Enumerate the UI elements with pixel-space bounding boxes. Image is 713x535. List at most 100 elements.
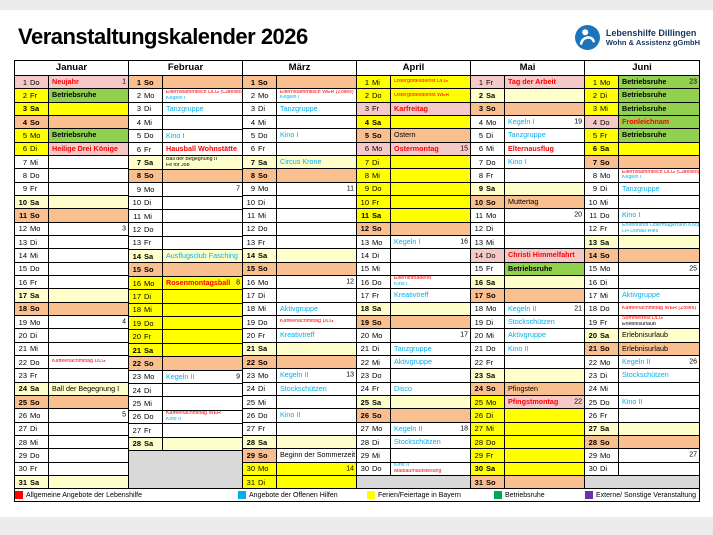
weekday-label: So <box>144 77 154 87</box>
day-content: Fronleichnam <box>618 115 699 129</box>
day-number: 8 <box>592 170 597 180</box>
event-label: Kaffeenachmittag DLG <box>280 319 334 325</box>
weekday-label: Di <box>372 437 380 447</box>
weekday-label: So <box>144 358 154 368</box>
day-number: 24 <box>18 384 27 394</box>
day-number: 1 <box>250 77 255 87</box>
day-row: 2 Sa <box>471 89 584 103</box>
day-row: 20 Di <box>15 329 128 343</box>
day-label: 25 Do <box>585 395 618 409</box>
event-label: Betriebsruhe <box>622 91 667 100</box>
weekday-label: So <box>258 264 268 274</box>
weekday-label: Do <box>144 224 154 234</box>
day-content: Muttertag <box>504 195 584 209</box>
day-row: 28 So <box>585 435 699 450</box>
event-label: Stockschützen <box>280 384 327 393</box>
legend-item: Allgemeine Angebote der Lebenshilfe <box>15 491 238 499</box>
day-content <box>162 76 242 89</box>
weekday-label: Di <box>486 130 494 140</box>
day-label: 29 Mo <box>585 449 618 462</box>
day-number: 14 <box>18 250 27 260</box>
day-content <box>390 302 470 315</box>
day-content <box>276 76 356 89</box>
day-label: 20 Mo <box>357 329 390 342</box>
day-number: 21 <box>588 344 597 354</box>
weekday-label: Sa <box>600 330 610 340</box>
event-label: Betriebsruhe <box>622 104 667 113</box>
day-label: 23 Sa <box>471 369 504 382</box>
day-row: 6 Mi Elternausflug <box>471 142 584 156</box>
event-label: Kino I <box>508 158 527 167</box>
day-number: 8 <box>478 170 483 180</box>
day-content: Ausflugsclub Fasching <box>162 250 242 263</box>
day-label: 5 Do <box>243 129 276 142</box>
day-label: 9 Mo <box>243 182 276 195</box>
day-label: 12 Mo <box>15 222 48 235</box>
day-label: 21 Di <box>357 342 390 355</box>
day-content: Kaffeenachmittag WER (Zolles) <box>618 302 699 315</box>
day-number: 21 <box>132 345 141 355</box>
day-row: 24 Fr Disco <box>357 382 470 396</box>
day-label: 26 So <box>357 409 390 422</box>
day-row: 11 Mi <box>243 209 356 223</box>
day-number: 16 <box>588 277 597 287</box>
day-number: 29 <box>588 450 597 460</box>
day-label: 11 Do <box>585 209 618 222</box>
day-row: 27 Mo Kegeln II 18 <box>357 422 470 436</box>
day-number: 16 <box>132 278 141 288</box>
empty-cells <box>357 475 470 489</box>
day-content <box>276 195 356 209</box>
day-content <box>618 249 699 262</box>
event-label: Kino I <box>394 282 408 288</box>
weekday-label: Mi <box>372 77 380 87</box>
day-label: 12 Fr <box>585 222 618 235</box>
day-content: Kaffeenachmittag DLG <box>276 315 356 329</box>
event-label: Sommerfest DLG <box>622 316 663 322</box>
day-label: 10 Di <box>129 196 162 209</box>
day-row: 10 Di <box>129 196 242 210</box>
day-row: 19 So <box>357 315 470 330</box>
day-label: 7 Sa <box>129 156 162 169</box>
day-label: 18 Sa <box>357 302 390 315</box>
day-content <box>276 289 356 302</box>
day-label: 31 Sa <box>15 475 48 489</box>
event-label: Ball der Begegnung II <box>166 156 217 162</box>
day-label: 12 Di <box>471 222 504 235</box>
day-row: 19 Mo 4 <box>15 315 128 330</box>
weekday-label: Di <box>258 384 266 394</box>
day-row: 3 Di Tanzgruppe <box>243 102 356 116</box>
day-number: 10 <box>18 197 27 207</box>
day-number: 27 <box>132 425 141 435</box>
month-header: Mai <box>471 61 584 76</box>
day-content <box>390 449 470 462</box>
month-column-märz: März 1 So 2 Mo Elternstammtisch WER (Zolles) K… <box>243 61 357 489</box>
day-content: 14 <box>276 462 356 475</box>
day-row: 14 Do Christi Himmelfahrt <box>471 249 584 263</box>
day-label: 22 Mi <box>357 355 390 369</box>
day-row: 19 Do Kaffeenachmittag DLG <box>243 315 356 330</box>
day-content: Pfingsten <box>504 382 584 395</box>
weekday-label: Mo <box>600 450 611 460</box>
weekday-label: So <box>30 397 40 407</box>
day-content <box>390 315 470 329</box>
day-number: 17 <box>474 290 483 300</box>
day-row: 23 Mo Kegeln II 9 <box>129 370 242 384</box>
day-label: 26 Di <box>471 409 504 422</box>
day-row: 24 Di <box>129 383 242 398</box>
day-row: 30 Di <box>585 462 699 476</box>
day-row: 19 Di Stockschützen <box>471 315 584 330</box>
day-content <box>276 262 356 275</box>
weekday-label: So <box>372 410 382 420</box>
month-column-januar: Januar 1 Do Neujahr 1 2 Fr Betriebsruhe 3 Sa 4 So 5 M… <box>15 61 129 489</box>
day-label: 17 Di <box>129 290 162 303</box>
day-row: 13 Sa <box>585 235 699 250</box>
weekday-label: Di <box>600 464 608 474</box>
day-content <box>504 222 584 235</box>
weekday-label: Fr <box>372 290 380 300</box>
day-label: 22 Do <box>15 355 48 369</box>
day-number: 28 <box>474 437 483 447</box>
day-content <box>390 395 470 409</box>
weekday-label: Di <box>258 197 266 207</box>
weekday-label: Fr <box>144 425 152 435</box>
day-content <box>162 357 242 370</box>
